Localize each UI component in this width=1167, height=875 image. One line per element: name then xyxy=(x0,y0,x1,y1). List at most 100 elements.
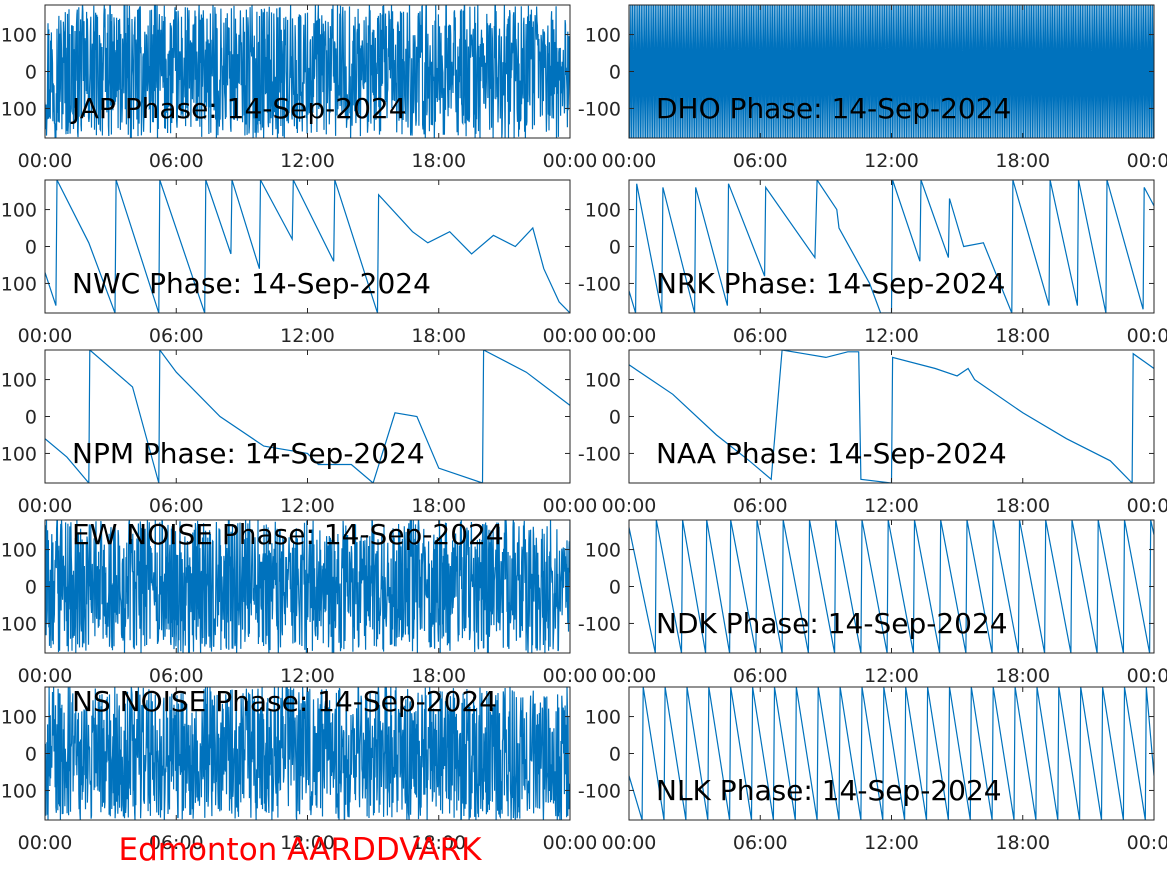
x-tick-label: 00:00 xyxy=(1127,150,1167,172)
y-tick-label: 100 xyxy=(585,200,621,222)
x-tick-label: 12:00 xyxy=(280,325,335,347)
phase-panel: 100 0 -100 00:00 06:00 12:00 18:00 00:00 NWC Pha… xyxy=(0,179,597,347)
x-tick-label: 18:00 xyxy=(995,325,1050,347)
x-tick-label: 06:00 xyxy=(733,832,788,854)
x-tick-label: 12:00 xyxy=(864,495,919,517)
x-tick-label: 12:00 xyxy=(280,665,335,687)
x-tick-label: 06:00 xyxy=(149,665,204,687)
y-tick-label: -100 xyxy=(578,443,621,465)
phase-panel: 100 0 -100 00:00 06:00 12:00 18:00 00:00 EW NOIS… xyxy=(0,518,597,687)
x-tick-label: 06:00 xyxy=(733,150,788,172)
phase-panel: 100 0 -100 00:00 06:00 12:00 18:00 00:00 NS NOIS… xyxy=(0,685,597,854)
y-tick-label: 0 xyxy=(609,237,621,259)
y-tick-label: -100 xyxy=(578,780,621,802)
panel-title: NS NOISE Phase: 14-Sep-2024 xyxy=(72,685,497,718)
x-tick-label: 06:00 xyxy=(149,495,204,517)
x-tick-label: 18:00 xyxy=(411,495,466,517)
y-tick-label: -100 xyxy=(0,613,37,635)
x-tick-label: 00:00 xyxy=(1127,495,1167,517)
phase-series-line xyxy=(629,350,1154,483)
y-tick-label: -100 xyxy=(0,443,37,465)
y-tick-label: 0 xyxy=(609,407,621,429)
phase-series-line xyxy=(45,180,570,313)
x-tick-label: 12:00 xyxy=(864,325,919,347)
x-tick-label: 18:00 xyxy=(995,665,1050,687)
x-tick-label: 12:00 xyxy=(280,832,335,854)
x-tick-label: 00:00 xyxy=(543,832,598,854)
x-tick-label: 12:00 xyxy=(864,665,919,687)
y-tick-label: 0 xyxy=(25,237,37,259)
phase-series-line xyxy=(45,5,570,138)
x-tick-label: 18:00 xyxy=(995,150,1050,172)
y-tick-label: -100 xyxy=(0,273,37,295)
x-tick-label: 00:00 xyxy=(602,325,657,347)
phase-panel: 100 0 -100 00:00 06:00 12:00 18:00 00:00 DHO Pha… xyxy=(578,4,1167,172)
phase-panel: 100 0 -100 00:00 06:00 12:00 18:00 00:00 JAP Pha… xyxy=(0,4,598,172)
x-tick-label: 00:00 xyxy=(543,495,598,517)
x-tick-label: 12:00 xyxy=(280,495,335,517)
panel-title: NWC Phase: 14-Sep-2024 xyxy=(72,267,431,300)
phase-series-line xyxy=(629,520,1154,653)
panel-title: EW NOISE Phase: 14-Sep-2024 xyxy=(72,518,504,551)
x-tick-label: 12:00 xyxy=(864,150,919,172)
phase-series-line xyxy=(45,687,570,820)
y-tick-label: 100 xyxy=(1,540,37,562)
phase-panel: 100 0 -100 00:00 06:00 12:00 18:00 00:00 NAA Pha… xyxy=(578,349,1167,517)
phase-series-line xyxy=(45,520,570,653)
y-tick-label: -100 xyxy=(578,98,621,120)
y-tick-label: 0 xyxy=(609,577,621,599)
x-tick-label: 06:00 xyxy=(733,495,788,517)
phase-series-line xyxy=(629,687,1154,820)
x-tick-label: 06:00 xyxy=(733,325,788,347)
y-tick-label: -100 xyxy=(0,98,37,120)
station-label: Edmonton AARDDVARK xyxy=(118,832,482,868)
phase-series-line xyxy=(45,350,570,483)
x-tick-label: 18:00 xyxy=(995,495,1050,517)
x-tick-label: 00:00 xyxy=(543,150,598,172)
x-tick-label: 00:00 xyxy=(18,665,73,687)
x-tick-label: 00:00 xyxy=(1127,665,1167,687)
panel-title: NDK Phase: 14-Sep-2024 xyxy=(656,607,1008,640)
x-tick-label: 12:00 xyxy=(280,150,335,172)
y-tick-label: 0 xyxy=(609,744,621,766)
y-tick-label: -100 xyxy=(578,613,621,635)
x-tick-label: 06:00 xyxy=(149,150,204,172)
x-tick-label: 18:00 xyxy=(411,150,466,172)
panel-title: NPM Phase: 14-Sep-2024 xyxy=(72,437,425,470)
y-tick-label: 0 xyxy=(25,744,37,766)
y-tick-label: 0 xyxy=(25,62,37,84)
phase-panel: 100 0 -100 00:00 06:00 12:00 18:00 00:00 NLK Pha… xyxy=(578,686,1167,854)
x-tick-label: 00:00 xyxy=(602,150,657,172)
x-tick-label: 18:00 xyxy=(411,665,466,687)
y-tick-label: 100 xyxy=(1,25,37,47)
y-tick-label: 100 xyxy=(1,370,37,392)
x-tick-label: 00:00 xyxy=(1127,325,1167,347)
x-tick-label: 12:00 xyxy=(864,832,919,854)
y-tick-label: 0 xyxy=(25,407,37,429)
x-tick-label: 00:00 xyxy=(543,665,598,687)
phase-panel: 100 0 -100 00:00 06:00 12:00 18:00 00:00 NDK Pha… xyxy=(578,519,1167,687)
y-tick-label: 100 xyxy=(1,200,37,222)
x-tick-label: 06:00 xyxy=(733,665,788,687)
x-tick-label: 18:00 xyxy=(995,832,1050,854)
y-tick-label: 0 xyxy=(609,62,621,84)
x-tick-label: 00:00 xyxy=(602,495,657,517)
x-tick-label: 00:00 xyxy=(18,495,73,517)
panel-title: NRK Phase: 14-Sep-2024 xyxy=(656,267,1005,300)
y-tick-label: 100 xyxy=(1,707,37,729)
y-tick-label: 100 xyxy=(585,25,621,47)
phase-panel: 100 0 -100 00:00 06:00 12:00 18:00 00:00 NRK Pha… xyxy=(578,179,1167,347)
phase-series-line xyxy=(629,180,1154,313)
x-tick-label: 00:00 xyxy=(1127,832,1167,854)
x-tick-label: 00:00 xyxy=(602,665,657,687)
x-tick-label: 18:00 xyxy=(411,832,466,854)
y-tick-label: 100 xyxy=(585,370,621,392)
phase-panel: 100 0 -100 00:00 06:00 12:00 18:00 00:00 NPM Pha… xyxy=(0,349,598,517)
x-tick-label: 00:00 xyxy=(18,832,73,854)
y-tick-label: 0 xyxy=(25,577,37,599)
panel-title: DHO Phase: 14-Sep-2024 xyxy=(656,92,1011,125)
x-tick-label: 06:00 xyxy=(149,832,204,854)
panel-title: NLK Phase: 14-Sep-2024 xyxy=(656,774,1002,807)
panel-title: JAP Phase: 14-Sep-2024 xyxy=(70,92,407,125)
